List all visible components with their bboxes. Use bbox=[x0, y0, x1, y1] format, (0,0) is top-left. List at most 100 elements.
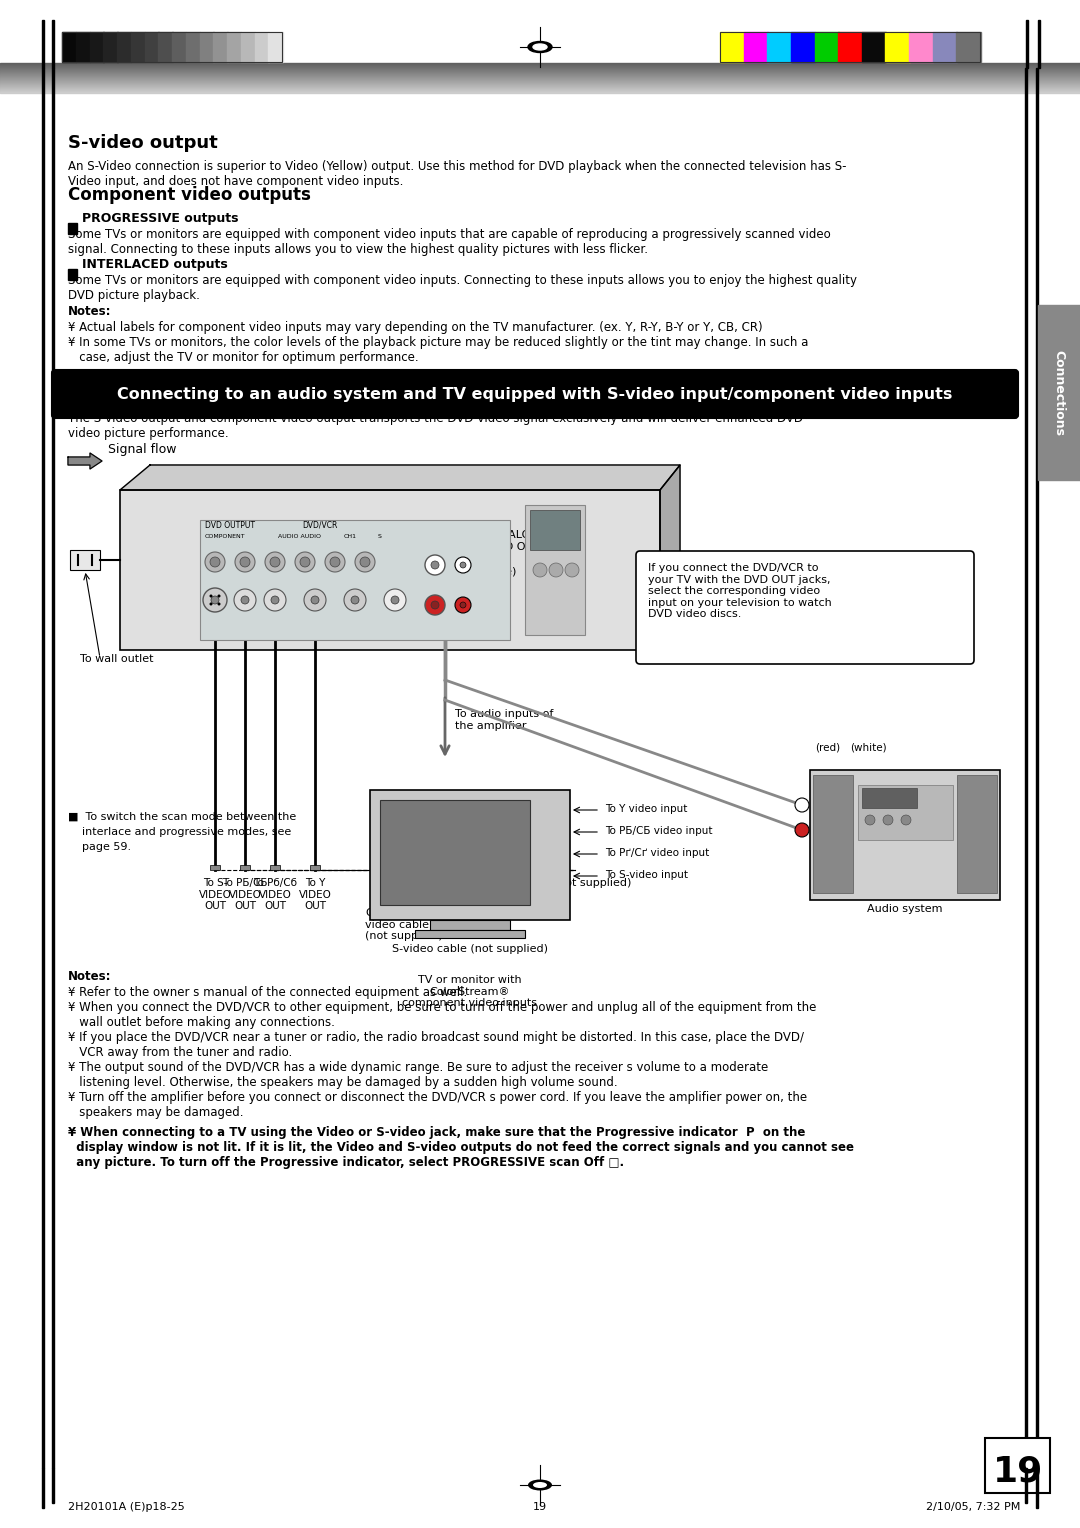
Text: speakers may be damaged.: speakers may be damaged. bbox=[68, 1106, 243, 1118]
Text: VCR away from the tuner and radio.: VCR away from the tuner and radio. bbox=[68, 1047, 293, 1059]
Bar bbox=[791, 32, 815, 63]
Text: To Pб/Cб
VIDEO
OUT: To Pб/Cб VIDEO OUT bbox=[253, 879, 297, 911]
Bar bbox=[68, 269, 77, 280]
Text: 19: 19 bbox=[993, 1455, 1043, 1488]
Text: ¥ When connecting to a TV using the Video or S-video jack, make sure that the Pr: ¥ When connecting to a TV using the Vide… bbox=[68, 1126, 806, 1138]
Ellipse shape bbox=[534, 1482, 546, 1488]
Text: To ANALOG
AUDIO OUT: To ANALOG AUDIO OUT bbox=[477, 530, 540, 552]
Bar bbox=[52, 1468, 54, 1504]
Bar bbox=[42, 1468, 43, 1508]
Circle shape bbox=[217, 594, 220, 597]
Circle shape bbox=[235, 552, 255, 571]
Text: COMPONENT: COMPONENT bbox=[205, 533, 245, 539]
Bar bbox=[415, 931, 525, 938]
Bar bbox=[858, 785, 953, 840]
Text: To audio inputs of
the amplifier: To audio inputs of the amplifier bbox=[455, 709, 553, 730]
Bar bbox=[241, 32, 255, 63]
Text: Connecting to an audio system and TV equipped with S-video input/component video: Connecting to an audio system and TV equ… bbox=[118, 387, 953, 402]
Bar bbox=[90, 32, 104, 63]
Text: 2H20101A (E)p18-25: 2H20101A (E)p18-25 bbox=[68, 1502, 185, 1513]
Bar bbox=[186, 32, 200, 63]
Bar bbox=[172, 32, 186, 63]
Bar bbox=[255, 32, 269, 63]
Circle shape bbox=[865, 814, 875, 825]
Circle shape bbox=[795, 798, 809, 811]
Text: (white): (white) bbox=[477, 567, 516, 578]
Ellipse shape bbox=[528, 1479, 552, 1490]
Circle shape bbox=[391, 596, 399, 604]
Text: display window is not lit. If it is lit, the Video and S-video outputs do not fe: display window is not lit. If it is lit,… bbox=[68, 1141, 854, 1154]
Text: Some TVs or monitors are equipped with component video inputs that are capable o: Some TVs or monitors are equipped with c… bbox=[68, 228, 831, 241]
Circle shape bbox=[217, 602, 220, 605]
Bar bbox=[240, 865, 249, 869]
Text: PROGRESSIVE outputs: PROGRESSIVE outputs bbox=[82, 212, 239, 225]
Circle shape bbox=[311, 596, 319, 604]
Text: Component video outputs: Component video outputs bbox=[68, 186, 311, 205]
Bar bbox=[1038, 306, 1080, 480]
Text: 2/10/05, 7:32 PM: 2/10/05, 7:32 PM bbox=[926, 1502, 1020, 1513]
Circle shape bbox=[295, 552, 315, 571]
Text: ¥ Actual labels for component video inputs may vary depending on the TV manufact: ¥ Actual labels for component video inpu… bbox=[68, 321, 762, 335]
Bar bbox=[862, 788, 917, 808]
Bar bbox=[159, 32, 173, 63]
Bar bbox=[104, 32, 118, 63]
Text: Notes:: Notes: bbox=[68, 970, 111, 983]
Bar bbox=[76, 32, 90, 63]
Text: To Pґ/Cґ video input: To Pґ/Cґ video input bbox=[605, 848, 710, 859]
Circle shape bbox=[431, 601, 438, 610]
Text: To PБ/CБ video input: To PБ/CБ video input bbox=[605, 827, 713, 836]
Text: Notes:: Notes: bbox=[68, 306, 111, 318]
Bar bbox=[68, 223, 77, 234]
Bar bbox=[117, 32, 132, 63]
Text: case, adjust the TV or monitor for optimum performance.: case, adjust the TV or monitor for optim… bbox=[68, 351, 419, 364]
Text: Some TVs or monitors are equipped with component video inputs. Connecting to the: Some TVs or monitors are equipped with c… bbox=[68, 274, 858, 287]
Bar bbox=[268, 32, 283, 63]
Text: To wall outlet: To wall outlet bbox=[80, 654, 153, 665]
Bar bbox=[720, 32, 744, 63]
Circle shape bbox=[265, 552, 285, 571]
Bar bbox=[227, 32, 241, 63]
Circle shape bbox=[534, 562, 546, 578]
Text: ¥ Refer to the owner s manual of the connected equipment as well.: ¥ Refer to the owner s manual of the con… bbox=[68, 986, 468, 999]
Text: TV or monitor with
ColorStream®
component video inputs: TV or monitor with ColorStream® componen… bbox=[403, 975, 538, 1008]
Text: ¥ The output sound of the DVD/VCR has a wide dynamic range. Be sure to adjust th: ¥ The output sound of the DVD/VCR has a … bbox=[68, 1060, 768, 1074]
Text: ■  To switch the scan mode between the: ■ To switch the scan mode between the bbox=[68, 811, 296, 822]
Text: listening level. Otherwise, the speakers may be damaged by a sudden high volume : listening level. Otherwise, the speakers… bbox=[68, 1076, 618, 1089]
Circle shape bbox=[565, 562, 579, 578]
Bar bbox=[62, 32, 282, 63]
Text: To Y
VIDEO
OUT: To Y VIDEO OUT bbox=[298, 879, 332, 911]
Text: Component
video cable
(not supplied): Component video cable (not supplied) bbox=[365, 908, 443, 941]
Bar bbox=[530, 510, 580, 550]
Bar bbox=[1025, 69, 1026, 1468]
Bar bbox=[909, 32, 933, 63]
Circle shape bbox=[455, 558, 471, 573]
Bar bbox=[62, 32, 77, 63]
Text: S-video cable (not supplied): S-video cable (not supplied) bbox=[392, 944, 548, 953]
Bar bbox=[1026, 20, 1027, 69]
Circle shape bbox=[210, 558, 220, 567]
Bar bbox=[1036, 69, 1038, 1468]
Bar bbox=[525, 504, 585, 636]
Text: any picture. To turn off the Progressive indicator, select PROGRESSIVE scan Off : any picture. To turn off the Progressive… bbox=[68, 1157, 624, 1169]
Bar bbox=[744, 32, 768, 63]
Polygon shape bbox=[660, 465, 680, 649]
Text: (white): (white) bbox=[850, 743, 887, 752]
Circle shape bbox=[360, 558, 370, 567]
Bar bbox=[430, 920, 510, 931]
Circle shape bbox=[355, 552, 375, 571]
Bar bbox=[120, 490, 660, 649]
Circle shape bbox=[431, 561, 438, 568]
Text: Video input, and does not have component video inputs.: Video input, and does not have component… bbox=[68, 176, 403, 188]
Text: wall outlet before making any connections.: wall outlet before making any connection… bbox=[68, 1016, 335, 1028]
Text: DVD OUTPUT: DVD OUTPUT bbox=[205, 521, 255, 530]
Text: S-video output: S-video output bbox=[68, 134, 218, 151]
Text: INTERLACED outputs: INTERLACED outputs bbox=[82, 258, 228, 270]
Polygon shape bbox=[68, 452, 102, 469]
Text: To S-video input: To S-video input bbox=[605, 869, 688, 880]
Bar bbox=[380, 801, 530, 905]
Text: If you connect the DVD/VCR to
your TV with the DVD OUT jacks,
select the corresp: If you connect the DVD/VCR to your TV wi… bbox=[648, 562, 832, 619]
Text: 19: 19 bbox=[532, 1502, 548, 1513]
Bar bbox=[0, 0, 1080, 69]
Circle shape bbox=[345, 588, 366, 611]
Text: ¥ In some TVs or monitors, the color levels of the playback picture may be reduc: ¥ In some TVs or monitors, the color lev… bbox=[68, 336, 808, 348]
